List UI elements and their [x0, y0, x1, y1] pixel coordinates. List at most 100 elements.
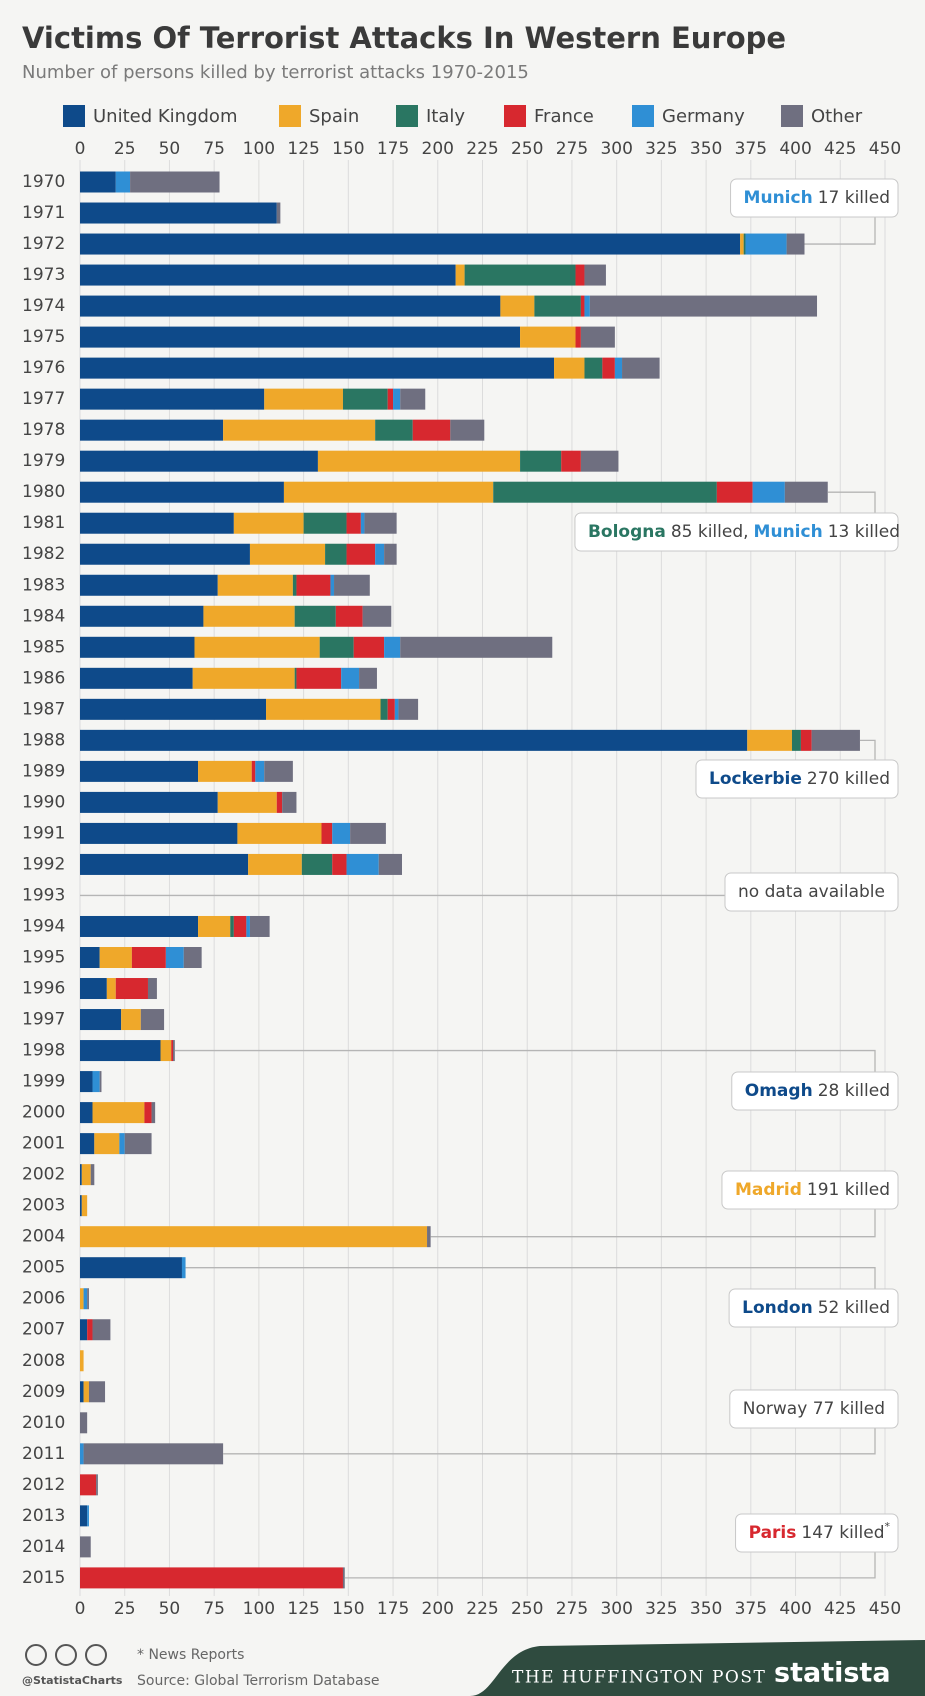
bar-segment: [80, 171, 116, 193]
bar-segment: [350, 822, 386, 844]
annotation-segment: 52 killed: [818, 1298, 890, 1318]
bar-segment: [341, 667, 360, 689]
bars: [80, 171, 860, 1589]
bar-segment: [92, 1319, 111, 1341]
annotation: Paris 147 killed*: [344, 1513, 899, 1579]
bar-segment: [80, 264, 456, 286]
annotation-segment: Madrid: [735, 1180, 802, 1200]
bar-segment: [493, 481, 717, 503]
bar-segment: [303, 512, 347, 534]
annotation-connector: [344, 1552, 876, 1579]
legend-swatch: [279, 105, 301, 127]
bar-segment: [580, 326, 615, 348]
bar-segment: [121, 1009, 141, 1031]
bar-segment: [246, 915, 250, 937]
bar-segment: [752, 481, 785, 503]
bar-segment: [80, 1381, 84, 1403]
x-tick-label: 100: [243, 1599, 275, 1619]
y-tick-label: 1974: [22, 296, 65, 316]
x-tick-label: 300: [600, 139, 632, 159]
bar-segment: [255, 760, 265, 782]
bar-segment: [561, 450, 581, 472]
bar-segment: [80, 1040, 161, 1062]
bar-segment: [131, 947, 166, 968]
annotation-segment: 85 killed,: [671, 522, 749, 542]
bar-segment: [80, 202, 277, 224]
bar-segment: [80, 698, 267, 720]
bar-segment: [80, 574, 218, 596]
bar-segment: [80, 419, 224, 441]
brand: statista: [774, 1658, 891, 1689]
bar-segment: [94, 1133, 120, 1155]
bar-segment: [124, 1133, 152, 1155]
bar-segment: [160, 1040, 172, 1062]
y-tick-label: 1994: [22, 916, 65, 936]
bar-segment: [80, 512, 234, 534]
annotation: Madrid 191 killed: [430, 1170, 899, 1238]
y-tick-label: 2012: [22, 1475, 65, 1495]
bar-segment: [296, 574, 331, 596]
bar-segment: [296, 667, 342, 689]
bar-segment: [88, 1381, 106, 1403]
y-tick-label: 2003: [22, 1196, 65, 1216]
annotation-segment: Omagh: [745, 1081, 813, 1101]
bar-segment: [276, 791, 283, 813]
x-tick-label: 200: [422, 1599, 454, 1619]
x-tick-label: 0: [75, 1599, 86, 1619]
bar-segment: [346, 853, 379, 875]
bar-segment: [800, 729, 812, 751]
bar-segment: [266, 698, 381, 720]
bar-segment: [115, 171, 131, 193]
bar-segment: [378, 853, 402, 875]
y-tick-label: 1971: [22, 203, 65, 223]
y-tick-label: 2005: [22, 1258, 65, 1278]
chart-title: Victims Of Terrorist Attacks In Western …: [22, 21, 786, 55]
bar-segment: [80, 1567, 343, 1589]
x-tick-label: 25: [114, 139, 136, 159]
bar-segment: [784, 481, 828, 503]
annotation-segment: Lockerbie: [709, 769, 802, 789]
bar-segment: [80, 1257, 182, 1279]
y-tick-label: 2002: [22, 1165, 65, 1185]
bar-segment: [400, 388, 426, 410]
bar-segment: [584, 264, 606, 286]
bar-segment: [80, 357, 555, 379]
bar-segment: [80, 1195, 82, 1217]
source: Source: Global Terrorism Database: [137, 1673, 380, 1689]
annotation-text: Norway 77 killed: [743, 1399, 885, 1419]
annotation-box: [721, 1170, 899, 1210]
bar-segment: [342, 388, 388, 410]
annotation-text: Bologna 85 killed, Munich 13 killed: [588, 522, 900, 542]
x-tick-label: 50: [159, 139, 181, 159]
bar-segment: [80, 1288, 84, 1310]
bar-segment: [80, 1505, 88, 1527]
bar-segment: [80, 978, 107, 1000]
x-tick-label: 175: [377, 139, 409, 159]
annotation-text: Lockerbie 270 killed: [709, 769, 890, 789]
bar-segment: [144, 1102, 152, 1124]
x-tick-label: 125: [287, 139, 319, 159]
x-tick-label: 325: [645, 1599, 677, 1619]
bar-segment: [80, 295, 501, 317]
annotation-box: [730, 178, 899, 218]
annotation-box: [728, 1288, 899, 1328]
annotation-segment: London: [742, 1298, 813, 1318]
legend-label: United Kingdom: [93, 106, 237, 127]
bar-segment: [203, 605, 295, 627]
bar-segment: [83, 1381, 89, 1403]
legend-swatch: [63, 105, 85, 127]
y-tick-label: 1976: [22, 358, 65, 378]
x-tick-label: 300: [600, 1599, 632, 1619]
bar-segment: [192, 667, 295, 689]
annotation-box: [731, 1071, 899, 1111]
bar-segment: [96, 1474, 98, 1496]
bar-segment: [198, 915, 231, 937]
annotation-box: [735, 1513, 899, 1553]
y-tick-label: 1991: [22, 823, 65, 843]
annotation: Omagh 28 killed: [174, 1049, 899, 1111]
y-tick-label: 1993: [22, 885, 65, 905]
x-tick-label: 275: [556, 139, 588, 159]
bar-segment: [294, 667, 297, 689]
bar-segment: [362, 605, 392, 627]
bar-segment: [80, 1412, 88, 1434]
